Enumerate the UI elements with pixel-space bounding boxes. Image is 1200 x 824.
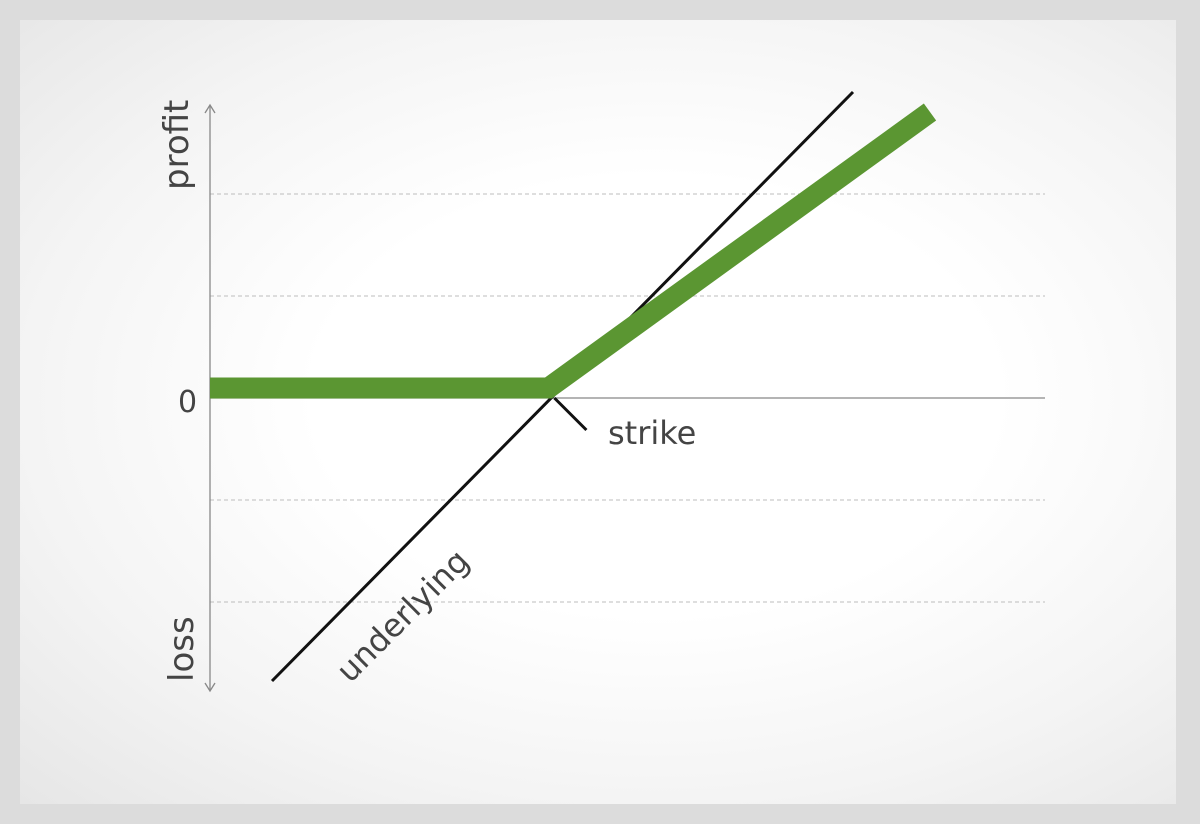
chart-panel	[20, 20, 1176, 804]
strike-label: strike	[608, 414, 696, 452]
payoff-line	[210, 103, 937, 399]
grid-lines	[210, 193, 1045, 603]
strike-pointer-line	[553, 396, 588, 432]
y-tick-label-zero: 0	[178, 385, 197, 420]
y-axis-label-profit: profit	[157, 100, 197, 190]
y-axis-label-loss: loss	[162, 616, 202, 682]
y-axis-arrow-bottom	[204, 682, 216, 693]
y-axis-arrow-top	[204, 103, 216, 114]
underlying-label: underlying	[329, 542, 477, 690]
series-group	[210, 90, 937, 683]
